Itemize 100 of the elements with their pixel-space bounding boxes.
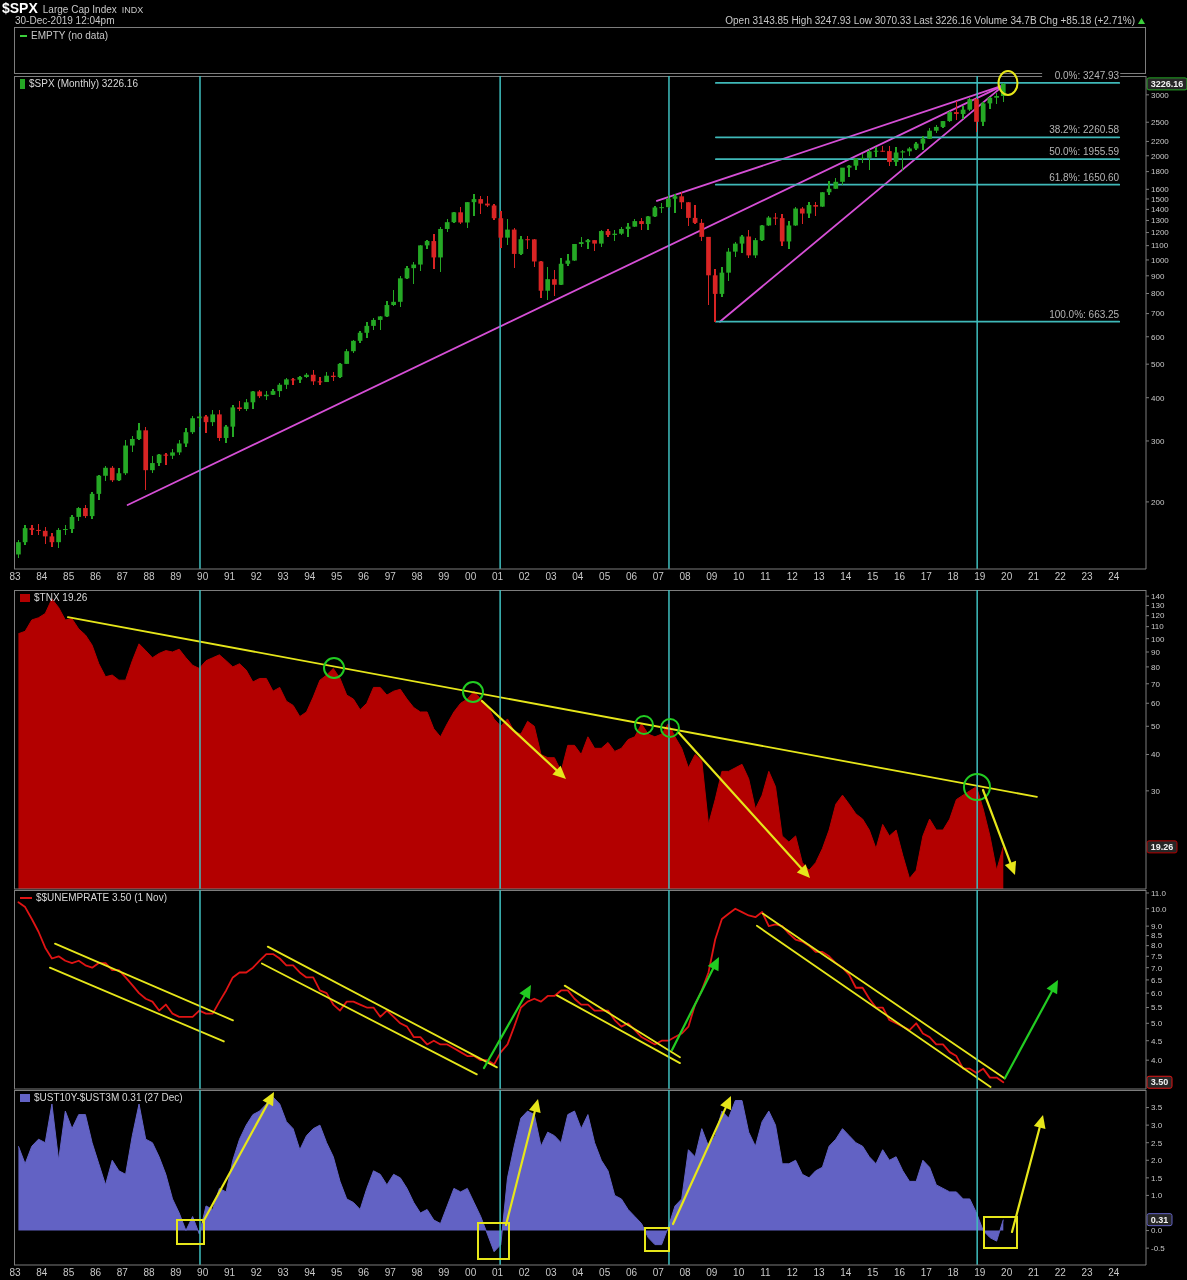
x-tick-label: 03 xyxy=(545,1267,558,1279)
y-tick-label: 2500 xyxy=(1151,118,1170,128)
x-tick-label: 02 xyxy=(518,1267,531,1279)
x-tick-label: 87 xyxy=(116,571,129,583)
y-tick-label: 300 xyxy=(1151,436,1165,446)
x-tick-label: 23 xyxy=(1081,1267,1094,1279)
x-tick-label: 96 xyxy=(357,1267,370,1279)
x-tick-label: 91 xyxy=(223,571,236,583)
text: Open 3143.85 High 3247.93 Low 3070.33 Last 3226.16 Volume 34.7B Chg +85.18 (+2.71%) xyxy=(725,15,1135,26)
y-tick-label: 7.0 xyxy=(1151,963,1163,973)
y-tick-label: 11.0 xyxy=(1151,888,1167,898)
y-tick-label: 3.5 xyxy=(1151,1103,1163,1113)
y-tick-label: 10.0 xyxy=(1151,904,1168,914)
x-tick-label: 99 xyxy=(438,571,450,583)
y-tick-label: 70 xyxy=(1151,679,1161,689)
legend-label: $SPX (Monthly) 3226.16 xyxy=(29,78,138,89)
x-tick-label: 14 xyxy=(840,571,852,583)
x-tick-label: 94 xyxy=(304,1267,316,1279)
y-tick-label: 140 xyxy=(1151,592,1165,602)
x-tick-label: 95 xyxy=(331,1267,343,1279)
x-tick-label: 01 xyxy=(491,571,504,583)
x-tick-label: 92 xyxy=(250,571,263,583)
y-tick-label: 40 xyxy=(1151,750,1161,760)
y-tick-label: -0.5 xyxy=(1151,1243,1166,1253)
x-tick-label: 20 xyxy=(1001,571,1013,583)
x-tick-label: 22 xyxy=(1054,1267,1067,1279)
x-tick-label: 87 xyxy=(116,1267,129,1279)
x-tick-label: 91 xyxy=(223,1267,236,1279)
y-tick-label: 400 xyxy=(1151,393,1165,403)
series-label: 61.8%: 1650.60 xyxy=(1049,171,1120,183)
x-tick-label: 08 xyxy=(679,571,692,583)
y-tick-label: 6.5 xyxy=(1151,975,1163,985)
y-tick-label: 1000 xyxy=(1151,255,1170,265)
x-tick-label: 83 xyxy=(9,571,22,583)
y-tick-label: 200 xyxy=(1151,497,1165,507)
x-tick-label: 85 xyxy=(63,571,75,583)
series-label: 38.2%: 2260.58 xyxy=(1049,124,1120,136)
x-tick-label: 92 xyxy=(250,1267,263,1279)
x-tick-label: 15 xyxy=(867,571,879,583)
x-tick-label: 20 xyxy=(1001,1267,1013,1279)
y-tick-label: 1800 xyxy=(1151,167,1170,177)
y-tick-label: 1.0 xyxy=(1151,1191,1163,1201)
y-tick-label: 0.0 xyxy=(1151,1226,1163,1236)
x-tick-label: 08 xyxy=(679,1267,692,1279)
annotation: 19.26 xyxy=(1150,842,1174,853)
y-tick-label: 500 xyxy=(1151,360,1165,370)
y-tick-label: 100 xyxy=(1151,634,1165,644)
y-tick-label: 700 xyxy=(1151,309,1165,319)
x-tick-label: 90 xyxy=(197,571,209,583)
x-tick-label: 05 xyxy=(599,571,611,583)
x-tick-label: 16 xyxy=(893,571,906,583)
x-tick-label: 84 xyxy=(36,1267,48,1279)
x-tick-label: 04 xyxy=(572,571,584,583)
x-tick-label: 16 xyxy=(893,1267,906,1279)
y-tick-label: 2.5 xyxy=(1151,1138,1163,1148)
y-tick-label: 1400 xyxy=(1151,205,1170,215)
x-tick-label: 86 xyxy=(89,571,102,583)
y-tick-label: 1500 xyxy=(1151,194,1170,204)
x-tick-label: 07 xyxy=(652,1267,665,1279)
y-tick-label: 120 xyxy=(1151,611,1165,621)
y-tick-label: 2.0 xyxy=(1151,1156,1163,1166)
y-tick-label: 110 xyxy=(1151,622,1165,632)
x-tick-label: 88 xyxy=(143,571,156,583)
x-tick-label: 19 xyxy=(974,571,986,583)
y-tick-label: 600 xyxy=(1151,332,1165,342)
x-tick-label: 15 xyxy=(867,1267,879,1279)
y-tick-label: 8.0 xyxy=(1151,941,1163,951)
y-tick-label: 3000 xyxy=(1151,90,1170,100)
text: INDX xyxy=(121,5,144,15)
series-label: 50.0%: 1955.59 xyxy=(1049,146,1120,158)
x-tick-label: 99 xyxy=(438,1267,450,1279)
x-tick-label: 12 xyxy=(786,1267,799,1279)
x-tick-label: 97 xyxy=(384,1267,397,1279)
x-tick-label: 96 xyxy=(357,571,370,583)
x-tick-label: 88 xyxy=(143,1267,156,1279)
x-tick-label: 12 xyxy=(786,571,799,583)
y-tick-label: 5.0 xyxy=(1151,1019,1163,1029)
x-tick-label: 10 xyxy=(733,571,745,583)
y-tick-label: 5.5 xyxy=(1151,1003,1163,1013)
x-tick-label: 00 xyxy=(465,571,477,583)
x-tick-label: 17 xyxy=(920,571,933,583)
x-tick-label: 22 xyxy=(1054,571,1067,583)
y-tick-label: 800 xyxy=(1151,289,1165,299)
y-tick-label: 1600 xyxy=(1151,185,1170,195)
x-tick-label: 90 xyxy=(197,1267,209,1279)
y-tick-label: 4.0 xyxy=(1151,1056,1163,1066)
y-tick-label: 2000 xyxy=(1151,151,1170,161)
x-tick-label: 19 xyxy=(974,1267,986,1279)
x-tick-label: 89 xyxy=(170,1267,182,1279)
x-tick-label: 09 xyxy=(706,1267,718,1279)
x-tick-label: 93 xyxy=(277,1267,290,1279)
annotation: 3226.16 xyxy=(1150,79,1184,90)
x-tick-label: 21 xyxy=(1027,571,1040,583)
y-tick-label: 50 xyxy=(1151,722,1161,732)
y-tick-label: 130 xyxy=(1151,601,1165,611)
y-tick-label: 3.0 xyxy=(1151,1120,1163,1130)
x-tick-label: 02 xyxy=(518,571,531,583)
x-tick-label: 14 xyxy=(840,1267,852,1279)
x-tick-label: 86 xyxy=(89,1267,102,1279)
x-tick-label: 06 xyxy=(625,1267,638,1279)
